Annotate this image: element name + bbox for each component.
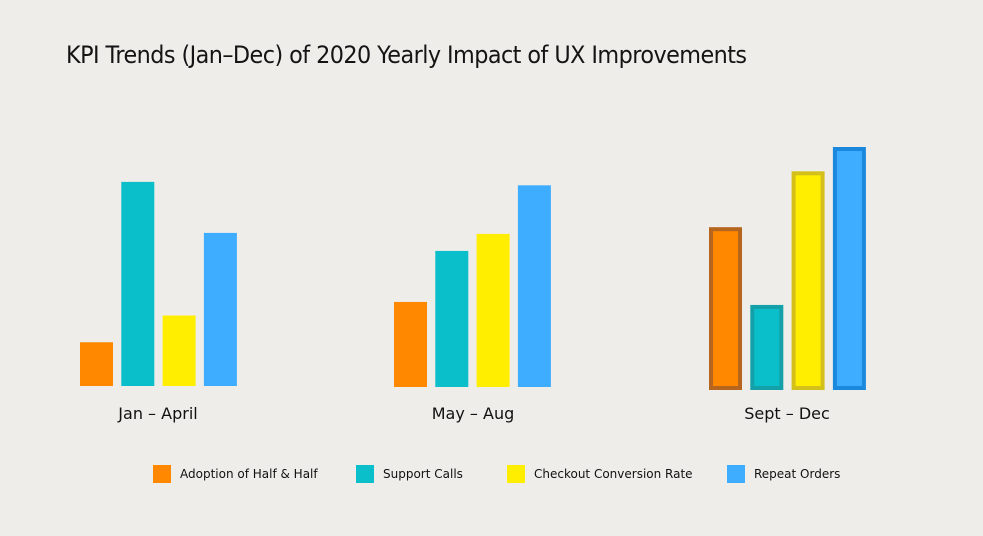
legend-item: Adoption of Half & Half	[153, 465, 318, 483]
legend-item: Repeat Orders	[727, 465, 840, 483]
legend-label: Repeat Orders	[754, 467, 841, 481]
bar-2-adoption-of-half-half	[394, 301, 427, 387]
bar-1-repeat-orders	[203, 232, 237, 386]
bar-3-repeat-orders	[832, 147, 866, 390]
legend-swatch	[153, 465, 171, 483]
bar-2-support-calls	[435, 250, 469, 387]
legend-swatch	[507, 465, 525, 483]
legend-label: Checkout Conversion Rate	[534, 467, 693, 481]
chart-title: KPI Trends (Jan–Dec) of 2020 Yearly Impa…	[66, 41, 747, 69]
bar-1-support-calls	[121, 181, 155, 386]
legend-label: Support Calls	[383, 467, 463, 481]
bar-2-repeat-orders	[517, 185, 551, 387]
legend-swatch	[727, 465, 745, 483]
legend: Adoption of Half & Half Support Calls Chec…	[0, 465, 983, 485]
legend-item: Support Calls	[356, 465, 463, 483]
legend-item: Checkout Conversion Rate	[507, 465, 693, 483]
category-label: Sept – Dec	[744, 404, 830, 423]
legend-label: Adoption of Half & Half	[180, 467, 318, 481]
category-label: May – Aug	[432, 404, 515, 423]
bar-3-adoption-of-half-half	[709, 227, 742, 390]
bar-2-checkout-conversion-rate	[476, 233, 510, 387]
bar-1-checkout-conversion-rate	[162, 315, 196, 386]
category-label: Jan – April	[117, 404, 197, 423]
bar-3-support-calls	[750, 304, 784, 391]
bar-3-checkout-conversion-rate	[791, 171, 825, 390]
bar-1-adoption-of-half-half	[80, 342, 113, 386]
legend-swatch	[356, 465, 374, 483]
